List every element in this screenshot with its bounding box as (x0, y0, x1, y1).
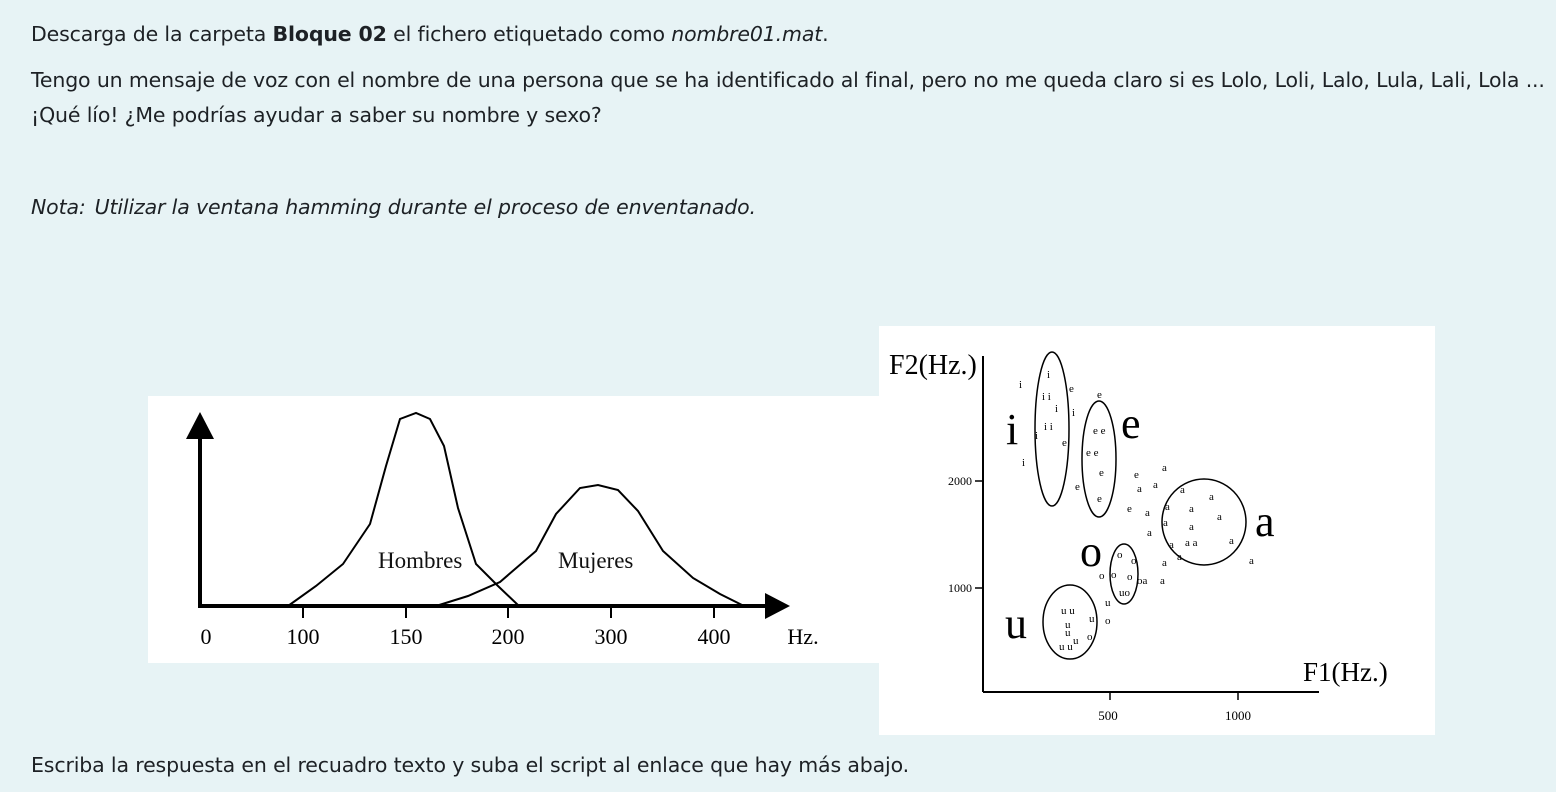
vowel-label-u: u (1005, 599, 1027, 648)
sample-point: i (1047, 369, 1050, 381)
sample-point: a (1217, 511, 1222, 523)
sample-point: a (1229, 535, 1234, 547)
sample-point: a (1163, 517, 1168, 529)
instruction-prefix: Descarga de la carpeta (31, 22, 273, 46)
sample-point: o (1127, 571, 1133, 583)
sample-point: o (1111, 569, 1117, 581)
sample-point: e (1127, 503, 1132, 515)
sample-point: a (1189, 503, 1194, 515)
sample-point: o (1087, 631, 1093, 643)
note-text: Utilizar la ventana hamming durante el p… (94, 195, 756, 219)
sample-point: u u (1059, 641, 1073, 653)
vowel-label-i: i (1006, 405, 1018, 454)
note: Nota: Utilizar la ventana hamming durante… (31, 194, 756, 220)
sample-point: u (1105, 597, 1111, 609)
y-tick-label: 2000 (948, 474, 972, 488)
vowel-e-ellipse (1081, 400, 1117, 518)
vowel-i-ellipse (1034, 351, 1070, 507)
formant-chart-figure: F2(Hz.) F1(Hz.) 2000 1000 500 1000 i i i… (879, 326, 1435, 735)
sample-point: i (1019, 379, 1022, 391)
x-tick-label: 400 (698, 624, 731, 649)
sample-point: a (1160, 575, 1165, 587)
sample-point: u (1065, 619, 1071, 631)
folder-name: Bloque 02 (272, 22, 387, 46)
sample-point: a (1137, 483, 1142, 495)
sample-point: u (1065, 627, 1071, 639)
problem-question: ¡Qué lío! ¿Me podrías ayudar a saber su … (31, 103, 602, 127)
sample-point: a (1162, 462, 1167, 474)
f1-axis-label: F1(Hz.) (1303, 657, 1388, 687)
vowel-a-ellipse (1161, 478, 1247, 566)
x-tick-label: 300 (595, 624, 628, 649)
vowel-label-a: a (1255, 497, 1275, 546)
sample-point: oa (1137, 575, 1148, 587)
download-instruction: Descarga de la carpeta Bloque 02 el fich… (31, 21, 829, 47)
x-tick-label: 0 (201, 624, 212, 649)
sample-point: e e (1086, 447, 1099, 459)
sample-point: a (1153, 479, 1158, 491)
x-tick-label: 1000 (1225, 708, 1251, 723)
sample-point: o (1105, 615, 1111, 627)
instruction-middle: el fichero etiquetado como (386, 22, 672, 46)
sample-point: a (1169, 539, 1174, 551)
pitch-distribution-figure: Hombres Mujeres 0 100 150 200 300 400 Hz… (148, 396, 879, 663)
sample-points: i i i i i i i i e i e i e e e e e e e e … (1019, 369, 1254, 653)
vowel-label-e: e (1121, 399, 1141, 448)
mujeres-curve (435, 483, 745, 607)
sample-point: e (1075, 481, 1080, 493)
sample-point: a (1177, 551, 1182, 563)
vowel-label-o: o (1080, 527, 1102, 576)
instruction-suffix: . (822, 22, 829, 46)
sample-point: e (1062, 437, 1067, 449)
sample-point: e (1069, 383, 1074, 395)
file-name: nombre01.mat (671, 22, 823, 46)
sample-point: o (1131, 555, 1137, 567)
hombres-label: Hombres (378, 548, 462, 573)
sample-point: a (1189, 521, 1194, 533)
sample-point: a (1147, 527, 1152, 539)
sample-point: u u (1061, 605, 1075, 617)
sample-point: u (1073, 635, 1079, 647)
sample-point: o (1099, 570, 1105, 582)
vowel-u-ellipse (1042, 584, 1098, 660)
answer-instruction: Escriba la respuesta en el recuadro text… (31, 753, 909, 777)
sample-point: u (1089, 613, 1095, 625)
x-tick-label: 100 (287, 624, 320, 649)
sample-point: a (1180, 484, 1185, 496)
sample-point: uo (1119, 587, 1131, 599)
sample-point: e e (1093, 425, 1106, 437)
x-tick-label: 200 (492, 624, 525, 649)
y-axis-arrow (186, 412, 214, 439)
sample-point: i (1035, 430, 1038, 442)
sample-point: e (1097, 493, 1102, 505)
vowel-o-ellipse (1109, 543, 1139, 605)
x-tick-label: 500 (1098, 708, 1118, 723)
sample-point: a (1145, 507, 1150, 519)
sample-point: i i (1042, 391, 1051, 403)
sample-point: e (1099, 467, 1104, 479)
sample-point: a (1249, 555, 1254, 567)
sample-point: e (1097, 389, 1102, 401)
x-unit-label: Hz. (787, 624, 818, 649)
f2-axis-label: F2(Hz.) (889, 350, 977, 381)
sample-point: a (1165, 501, 1170, 513)
sample-point: o (1117, 549, 1123, 561)
sample-point: a a (1185, 537, 1198, 549)
note-label: Nota: (31, 195, 86, 219)
sample-point: a (1162, 557, 1167, 569)
sample-point: e (1134, 469, 1139, 481)
mujeres-label: Mujeres (558, 548, 633, 573)
hombres-curve (287, 411, 520, 607)
sample-point: i i (1044, 421, 1053, 433)
sample-point: i (1022, 457, 1025, 469)
sample-point: i (1072, 407, 1075, 419)
sample-point: a (1209, 491, 1214, 503)
y-tick-label: 1000 (948, 581, 972, 595)
sample-point: i (1055, 403, 1058, 415)
x-tick-label: 150 (390, 624, 423, 649)
problem-statement: Tengo un mensaje de voz con el nombre de… (31, 68, 1545, 92)
x-axis-arrow (765, 593, 790, 619)
